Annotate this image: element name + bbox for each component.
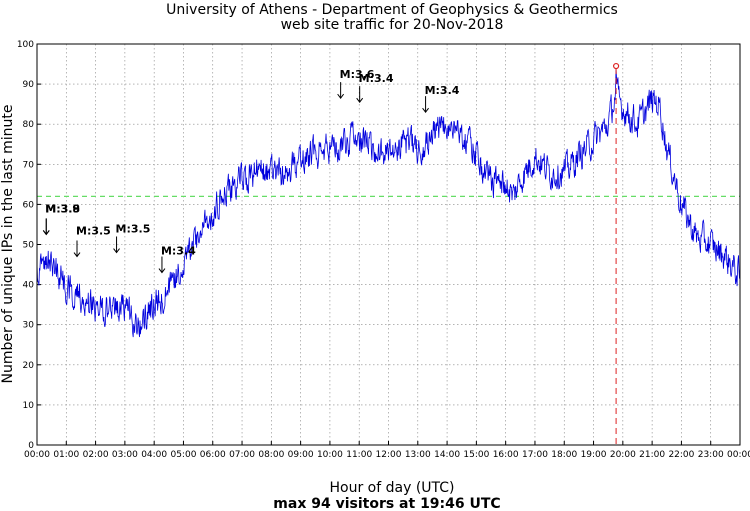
quake-magnitude-label: M:3.5 xyxy=(116,222,151,235)
y-tick-label: 60 xyxy=(23,200,35,210)
x-tick-label: 13:00 xyxy=(405,450,431,460)
quake-magnitude-label: M:3.9 xyxy=(45,202,80,215)
quake-magnitude-label: M:3.8 xyxy=(45,202,80,215)
y-tick-label: 20 xyxy=(23,361,35,371)
y-tick-label: 50 xyxy=(23,241,35,251)
x-tick-label: 23:00 xyxy=(698,450,724,460)
quake-arrow-head xyxy=(158,268,166,274)
y-tick-label: 90 xyxy=(23,80,35,90)
x-tick-label: 19:00 xyxy=(581,450,607,460)
traffic-series-line xyxy=(36,68,741,338)
max-visitors-caption: max 94 visitors at 19:46 UTC xyxy=(273,496,500,511)
x-tick-label: 12:00 xyxy=(376,450,402,460)
y-tick-label: 100 xyxy=(17,40,34,50)
y-tick-label: 70 xyxy=(23,160,35,170)
y-tick-label: 0 xyxy=(28,441,34,451)
plot-frame xyxy=(36,43,741,446)
x-axis-label: Hour of day (UTC) xyxy=(330,480,455,496)
quake-arrow-head xyxy=(73,252,81,258)
x-tick-label: 15:00 xyxy=(463,450,489,460)
quake-arrow-head xyxy=(356,97,364,103)
x-tick-label: 22:00 xyxy=(668,450,694,460)
y-tick-label: 10 xyxy=(23,401,35,411)
y-axis-label: Number of unique IPs in the last minute xyxy=(0,105,16,384)
x-tick-label: 04:00 xyxy=(141,450,167,460)
x-tick-label: 01:00 xyxy=(53,450,79,460)
quake-magnitude-label: M:3.4 xyxy=(425,84,460,97)
x-tick-label: 09:00 xyxy=(288,450,314,460)
y-tick-label: 30 xyxy=(23,321,35,331)
max-marker-point xyxy=(612,62,620,70)
chart-subtitle: web site traffic for 20-Nov-2018 xyxy=(281,17,504,33)
x-tick-label: 21:00 xyxy=(639,450,665,460)
x-tick-label: 14:00 xyxy=(434,450,460,460)
x-tick-label: 11:00 xyxy=(346,450,372,460)
x-tick-label: 07:00 xyxy=(229,450,255,460)
quake-magnitude-label: M:3.6 xyxy=(340,68,375,81)
quake-magnitude-label: M:3.4 xyxy=(359,72,394,85)
earthquake-annotations: M:3.9M:3.8M:3.5 M:3.5M:3.4M:3.6M:3.4M:3.4 xyxy=(42,68,460,274)
x-tick-label: 03:00 xyxy=(112,450,138,460)
x-tick-label: 18:00 xyxy=(551,450,577,460)
x-tick-label: 00:00 xyxy=(727,450,750,460)
x-axis-ticks: 00:00 01:00 02:00 03:00 04:00 05:00 06:00 07:00… xyxy=(24,441,750,460)
x-tick-label: 00:00 xyxy=(24,450,50,460)
y-tick-label: 80 xyxy=(23,120,35,130)
x-tick-label: 17:00 xyxy=(522,450,548,460)
x-tick-label: 10:00 xyxy=(317,450,343,460)
x-tick-label: 06:00 xyxy=(200,450,226,460)
x-tick-label: 08:00 xyxy=(258,450,284,460)
quake-arrow-head xyxy=(42,230,50,236)
chart-title: University of Athens - Department of Geo… xyxy=(166,2,618,18)
y-tick-label: 40 xyxy=(23,281,35,291)
quake-magnitude-label: M:3.5 xyxy=(76,224,111,237)
x-tick-label: 02:00 xyxy=(83,450,109,460)
x-tick-label: 05:00 xyxy=(170,450,196,460)
grid xyxy=(37,44,740,445)
quake-arrow-head xyxy=(422,107,429,114)
x-tick-label: 16:00 xyxy=(493,450,519,460)
x-tick-label: 20:00 xyxy=(610,450,636,460)
quake-arrow-head xyxy=(113,248,120,254)
quake-arrow-head xyxy=(337,93,345,99)
plot-area xyxy=(36,68,741,338)
quake-magnitude-label: M:3.4 xyxy=(161,245,196,258)
